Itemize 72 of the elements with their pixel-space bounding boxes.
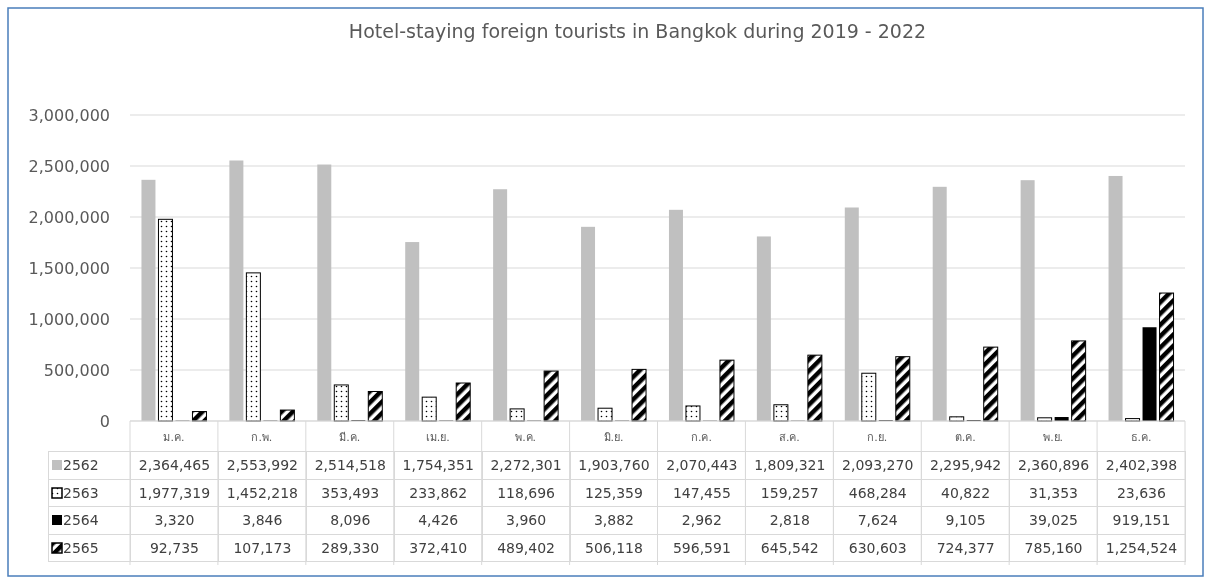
data-label: 2,272,301 <box>482 451 571 479</box>
data-label: 2,553,992 <box>218 451 307 479</box>
legend-label: 2564 <box>48 506 131 534</box>
data-label: 107,173 <box>218 534 307 562</box>
x-tick-label: มิ.ย. <box>603 431 624 444</box>
chart-title: Hotel-staying foreign tourists in Bangkok during 2019 - 2022 <box>348 20 927 42</box>
data-label: 3,882 <box>570 506 658 534</box>
data-label: 7,624 <box>833 506 922 534</box>
data-label: 159,257 <box>745 479 834 507</box>
data-label: 9,105 <box>921 506 1010 534</box>
x-tick-label: เม.ย. <box>425 431 450 444</box>
data-label: 1,903,760 <box>570 451 658 479</box>
data-label: 468,284 <box>833 479 922 507</box>
y-tick-label: 3,000,000 <box>28 106 110 125</box>
data-label: 1,809,321 <box>745 451 834 479</box>
data-label: 2,364,465 <box>130 451 219 479</box>
data-label: 118,696 <box>482 479 571 507</box>
data-label: 2,402,398 <box>1097 451 1186 479</box>
x-tick-label: ต.ค. <box>954 431 976 444</box>
legend-label: 2563 <box>48 479 131 507</box>
y-tick-label: 2,500,000 <box>28 157 110 176</box>
data-label: 2,070,443 <box>657 451 746 479</box>
x-tick-label: พ.ย. <box>1043 431 1064 444</box>
data-label: 489,402 <box>482 534 571 562</box>
data-label: 125,359 <box>570 479 658 507</box>
data-label: 1,977,319 <box>130 479 219 507</box>
data-label: 147,455 <box>657 479 746 507</box>
data-label: 233,862 <box>394 479 483 507</box>
data-label: 8,096 <box>306 506 395 534</box>
x-tick-label: มี.ค. <box>339 431 361 444</box>
data-label: 785,160 <box>1009 534 1098 562</box>
data-label: 2,360,896 <box>1009 451 1098 479</box>
data-label: 1,254,524 <box>1097 534 1186 562</box>
data-label: 2,514,518 <box>306 451 395 479</box>
data-label: 596,591 <box>657 534 746 562</box>
data-label: 289,330 <box>306 534 395 562</box>
x-tick-label: ธ.ค. <box>1130 431 1152 444</box>
data-label: 3,320 <box>130 506 219 534</box>
data-label: 2,962 <box>657 506 746 534</box>
data-label: 353,493 <box>306 479 395 507</box>
data-label: 630,603 <box>833 534 922 562</box>
data-label: 31,353 <box>1009 479 1098 507</box>
data-label: 372,410 <box>394 534 483 562</box>
legend-label: 2565 <box>48 534 131 562</box>
data-label: 506,118 <box>570 534 658 562</box>
data-label: 4,426 <box>394 506 483 534</box>
data-label: 645,542 <box>745 534 834 562</box>
x-tick-label: พ.ค. <box>515 431 537 444</box>
y-tick-label: 500,000 <box>43 361 110 380</box>
x-tick-label: ก.ย. <box>867 431 888 444</box>
data-label: 1,452,218 <box>218 479 307 507</box>
data-label: 2,818 <box>745 506 834 534</box>
x-tick-label: ก.พ. <box>251 431 273 444</box>
data-label: 919,151 <box>1097 506 1186 534</box>
y-tick-label: 0 <box>99 412 110 431</box>
data-label: 2,093,270 <box>833 451 922 479</box>
y-tick-label: 1,500,000 <box>28 259 110 278</box>
data-label: 23,636 <box>1097 479 1186 507</box>
data-label: 3,960 <box>482 506 571 534</box>
x-tick-label: ก.ค. <box>690 431 712 444</box>
y-tick-label: 2,000,000 <box>28 208 110 227</box>
data-label: 2,295,942 <box>921 451 1010 479</box>
legend-label: 2562 <box>48 451 131 479</box>
data-label: 39,025 <box>1009 506 1098 534</box>
data-label: 40,822 <box>921 479 1010 507</box>
x-tick-label: ส.ค. <box>778 431 800 444</box>
data-label: 3,846 <box>218 506 307 534</box>
y-tick-label: 1,000,000 <box>28 310 110 329</box>
data-label: 92,735 <box>130 534 219 562</box>
x-tick-label: ม.ค. <box>163 431 185 444</box>
data-label: 1,754,351 <box>394 451 483 479</box>
data-label: 724,377 <box>921 534 1010 562</box>
